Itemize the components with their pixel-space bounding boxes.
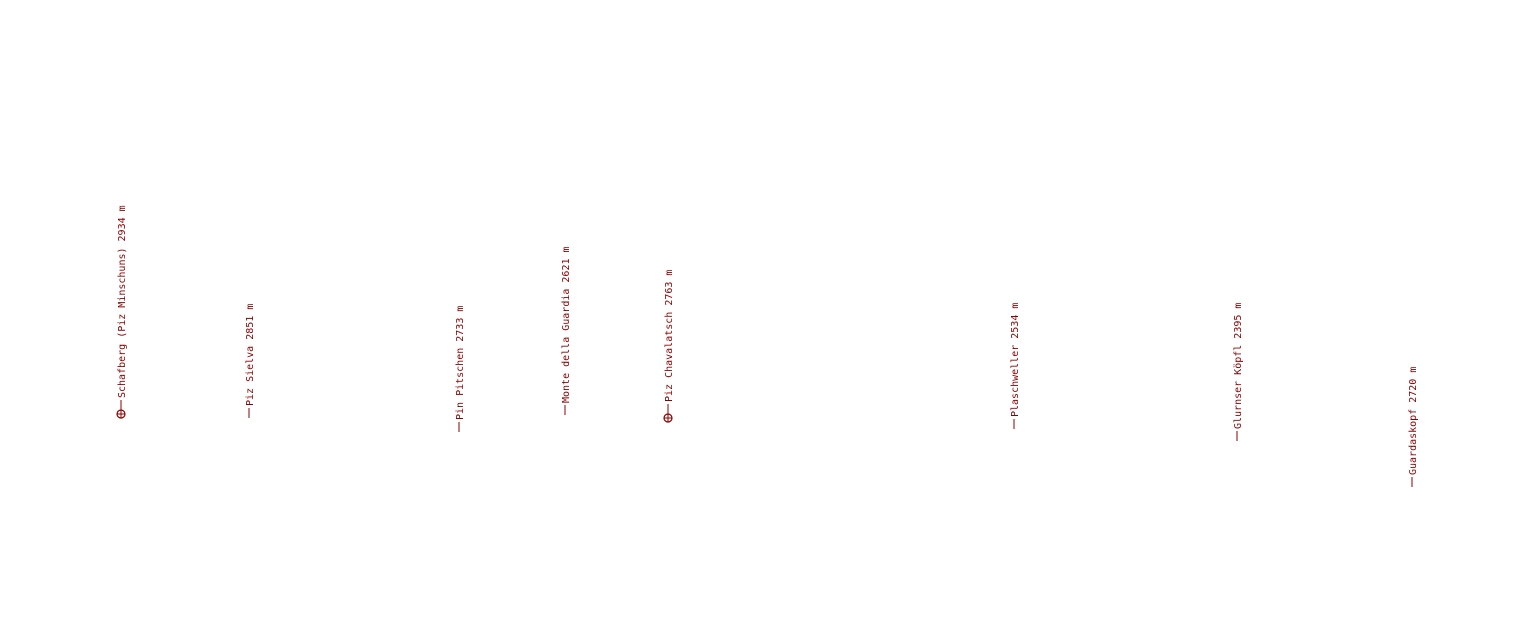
- peak-label: Piz Sielva 2851 m: [245, 304, 256, 406]
- peak-label: Glurnser Köpfl 2395 m: [1233, 303, 1244, 429]
- peak-label: Pin Pitschen 2733 m: [455, 306, 466, 420]
- peak-label: Schafberg (Piz Minschuns) 2934 m: [117, 205, 128, 398]
- peak-label: Monte della Guardia 2621 m: [561, 246, 572, 403]
- peak-label: Guardaskopf 2720 m: [1408, 367, 1419, 475]
- peak-label: Piz Chavalatsch 2763 m: [664, 270, 675, 402]
- peak-label: Plaschweller 2534 m: [1010, 303, 1021, 417]
